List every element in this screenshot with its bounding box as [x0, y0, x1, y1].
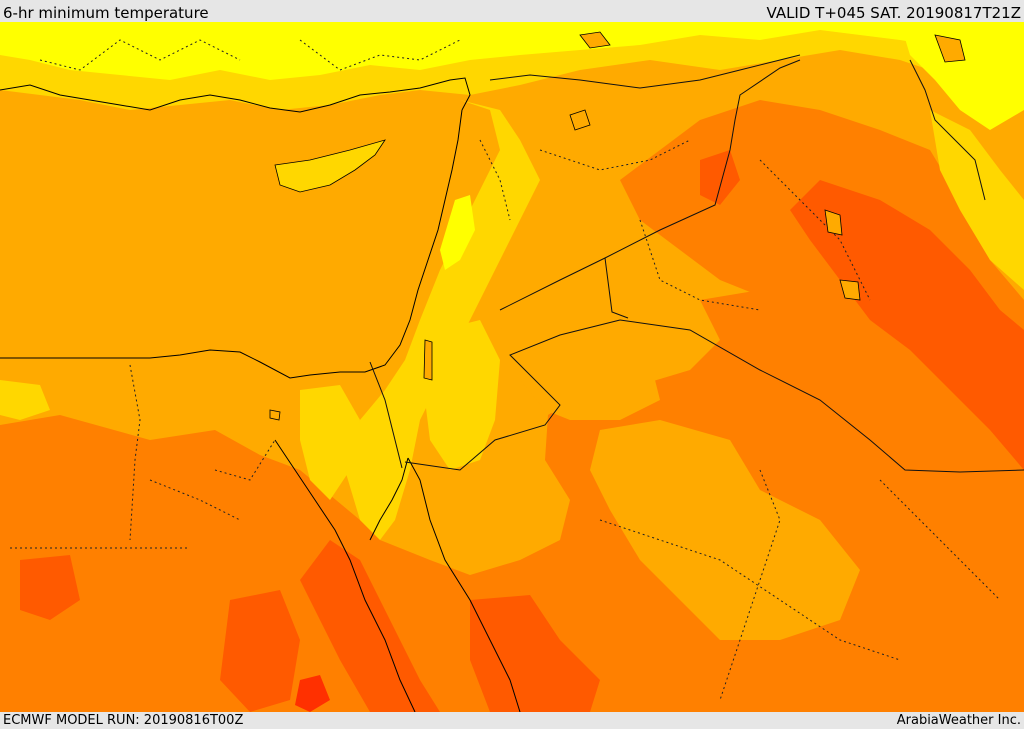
hottest-patch: [295, 675, 330, 712]
hotter-patch-syria: [700, 150, 740, 205]
valid-time: VALID T+045 SAT. 20190817T21Z: [766, 4, 1021, 22]
map-title: 6-hr minimum temperature: [3, 4, 209, 22]
temperature-map[interactable]: [0, 22, 1024, 712]
footer-bar: ECMWF MODEL RUN: 20190816T00Z ArabiaWeat…: [0, 712, 1024, 729]
hotter-band-redsea: [300, 540, 440, 712]
mild-patch-sinai: [300, 385, 360, 500]
cool-band-caucasus: [900, 22, 1024, 130]
mild-band-zagros: [930, 110, 1024, 290]
credit-label: ArabiaWeather Inc.: [896, 713, 1021, 728]
mild-band-jordan-rift: [425, 320, 500, 470]
header-bar: 6-hr minimum temperature VALID T+045 SAT…: [0, 0, 1024, 22]
coastlines: [0, 77, 521, 712]
lakes: [269, 31, 966, 421]
hotter-band-iraq: [790, 180, 1024, 470]
cool-band-anatolia: [0, 22, 1024, 80]
country-borders: [369, 54, 1024, 473]
cool-strip-lebanon: [440, 195, 475, 270]
mediterranean-sea: [0, 95, 465, 375]
cyprus: [274, 139, 386, 193]
hotter-patch-sw: [20, 555, 80, 620]
model-run-label: ECMWF MODEL RUN: 20190816T00Z: [3, 713, 244, 728]
hotter-patch-egypt: [220, 590, 300, 712]
mild-patch-west-desert: [0, 380, 50, 420]
mild-patch-arabia: [590, 420, 860, 640]
admin-borders: [10, 39, 1001, 701]
mild-band-levant: [345, 100, 540, 540]
hotter-patch-saudi: [470, 595, 600, 712]
